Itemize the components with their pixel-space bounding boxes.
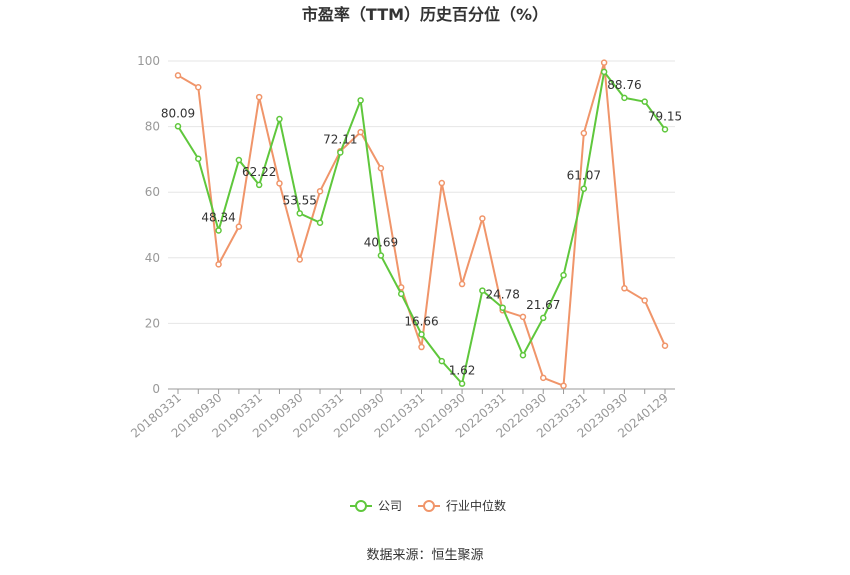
data-point[interactable]: [316, 219, 324, 226]
data-label: 72.11: [323, 132, 357, 146]
data-point[interactable]: [621, 285, 628, 292]
data-point[interactable]: [377, 252, 385, 259]
data-point[interactable]: [255, 181, 263, 189]
y-tick-label: 60: [145, 185, 160, 199]
data-point[interactable]: [418, 343, 425, 351]
data-label: 48.34: [201, 210, 235, 224]
chart-title: 市盈率（TTM）历史百分位（%）: [302, 5, 548, 24]
data-point[interactable]: [458, 280, 466, 288]
data-label: 24.78: [485, 288, 519, 302]
data-label: 16.66: [404, 314, 438, 328]
data-point[interactable]: [377, 165, 385, 172]
data-point[interactable]: [357, 97, 364, 104]
data-point[interactable]: [661, 342, 669, 349]
data-point[interactable]: [438, 357, 446, 365]
data-point[interactable]: [641, 98, 648, 105]
legend-marker-icon: [423, 500, 435, 512]
data-label: 21.67: [526, 298, 560, 312]
data-point[interactable]: [195, 83, 202, 91]
data-point[interactable]: [438, 179, 446, 187]
data-point[interactable]: [479, 215, 486, 222]
data-point[interactable]: [255, 93, 263, 101]
data-point[interactable]: [600, 59, 608, 66]
data-point[interactable]: [418, 331, 425, 338]
data-point[interactable]: [174, 72, 182, 79]
legend-item-0[interactable]: 公司: [350, 499, 402, 513]
data-label: 79.15: [648, 109, 682, 123]
data-point[interactable]: [235, 156, 243, 164]
data-label: 80.09: [161, 106, 195, 120]
series-lines: [174, 59, 669, 389]
data-point[interactable]: [174, 123, 182, 130]
data-point[interactable]: [195, 155, 202, 162]
legend-item-1[interactable]: 行业中位数: [418, 498, 506, 513]
data-point[interactable]: [580, 185, 588, 192]
data-point[interactable]: [316, 187, 324, 195]
data-point[interactable]: [296, 256, 303, 263]
grid-lines: [168, 60, 675, 324]
axes: 0204060801002018033120180930201903312019…: [128, 54, 675, 441]
data-label: 61.07: [567, 169, 601, 183]
data-point[interactable]: [215, 261, 222, 268]
data-point[interactable]: [276, 180, 283, 187]
data-point[interactable]: [519, 351, 527, 359]
legend-marker-icon: [355, 500, 367, 512]
data-point[interactable]: [357, 128, 364, 136]
data-labels: 80.09 48.34 62.22 53.55 72.11 40.69 16.66 1.62 2…: [161, 78, 682, 378]
data-label: 62.22: [242, 165, 276, 179]
data-point[interactable]: [235, 223, 243, 230]
data-point[interactable]: [641, 297, 648, 304]
y-tick-label: 0: [152, 382, 160, 396]
y-tick-label: 80: [145, 120, 160, 134]
legend-label: 行业中位数: [446, 498, 506, 513]
data-point[interactable]: [296, 210, 303, 217]
legend[interactable]: 公司 行业中位数: [350, 498, 506, 513]
data-point[interactable]: [540, 374, 547, 382]
data-point[interactable]: [560, 382, 567, 389]
y-tick-label: 100: [137, 54, 160, 68]
data-point[interactable]: [580, 129, 588, 137]
data-point[interactable]: [479, 287, 486, 294]
data-point[interactable]: [337, 149, 344, 156]
data-source-note: 数据来源：恒生聚源: [366, 548, 483, 563]
data-point[interactable]: [600, 68, 608, 76]
data-point[interactable]: [397, 290, 405, 298]
legend-label: 公司: [378, 499, 402, 513]
data-point[interactable]: [519, 313, 527, 321]
data-point[interactable]: [458, 380, 466, 387]
y-tick-label: 40: [145, 251, 160, 265]
y-tick-label: 20: [145, 316, 160, 330]
data-label: 88.76: [607, 78, 641, 92]
data-point[interactable]: [215, 227, 222, 234]
data-point[interactable]: [661, 126, 669, 133]
data-point[interactable]: [540, 314, 547, 322]
data-label: 1.62: [449, 364, 476, 378]
data-label: 40.69: [364, 236, 398, 250]
data-label: 53.55: [283, 193, 317, 207]
data-point[interactable]: [499, 304, 506, 311]
data-point[interactable]: [276, 115, 283, 123]
data-point[interactable]: [560, 271, 567, 279]
data-point[interactable]: [621, 94, 628, 102]
